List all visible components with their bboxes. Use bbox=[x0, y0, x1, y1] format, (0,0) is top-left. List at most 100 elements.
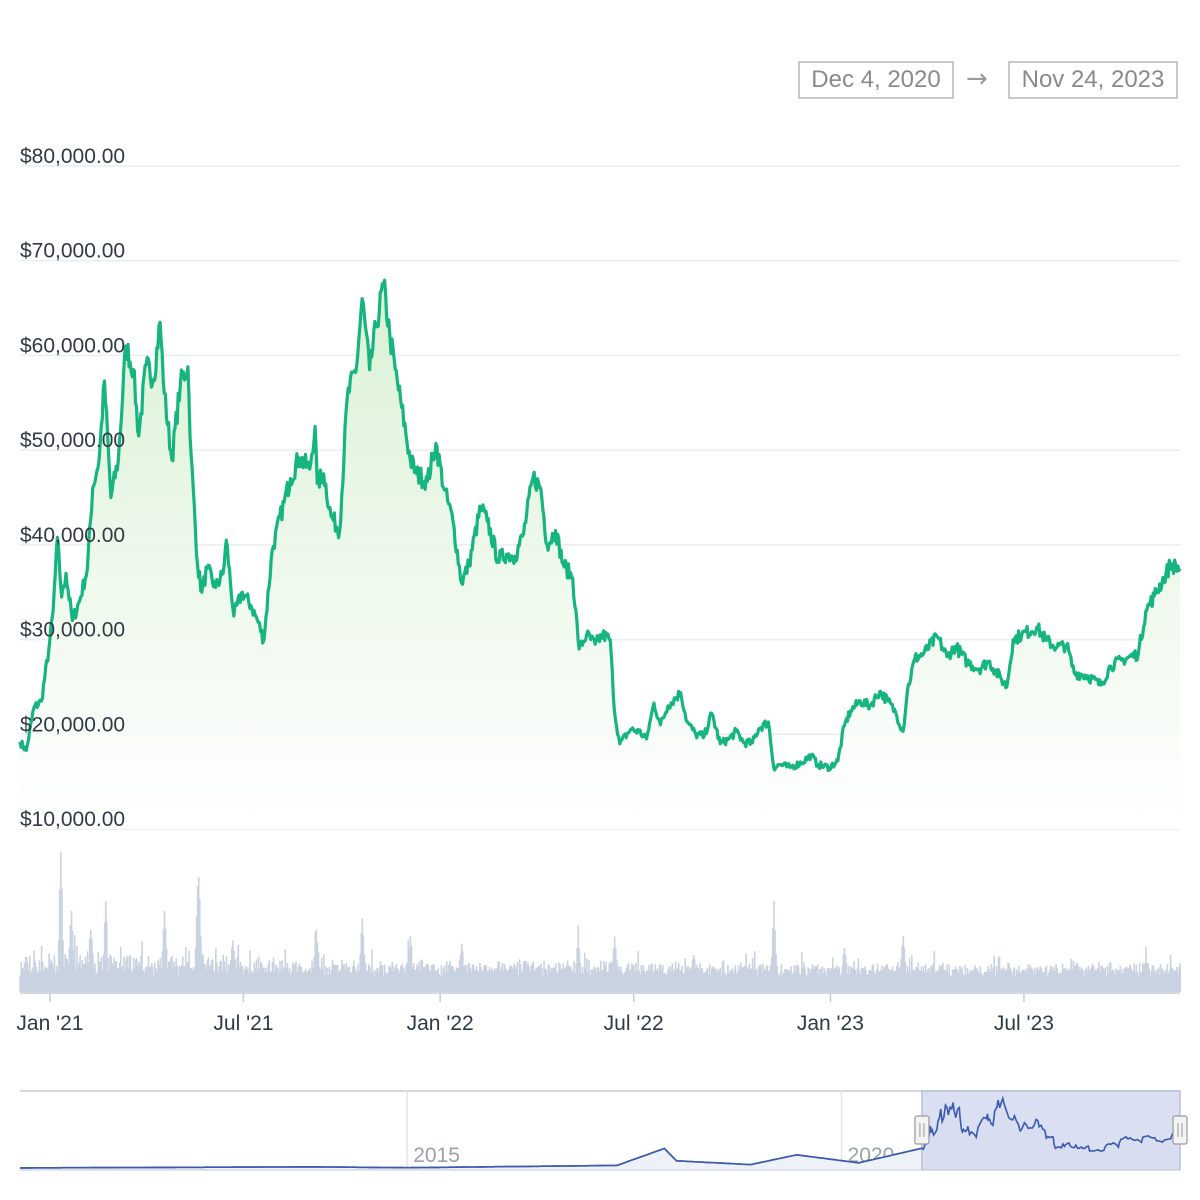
volume-bar bbox=[940, 965, 943, 992]
volume-bar bbox=[195, 916, 198, 992]
volume-bar bbox=[1077, 968, 1080, 992]
volume-bar bbox=[1020, 973, 1022, 992]
navigator-handle-right[interactable] bbox=[1172, 1115, 1188, 1145]
volume-bar bbox=[494, 968, 496, 992]
volume-bar bbox=[1109, 963, 1112, 992]
volume-bar bbox=[596, 967, 599, 992]
volume-bar bbox=[403, 968, 405, 992]
volume-bar bbox=[1039, 966, 1041, 992]
volume-bar bbox=[1113, 970, 1115, 992]
volume-bar bbox=[808, 968, 811, 992]
volume-bar bbox=[1041, 971, 1044, 992]
volume-bar bbox=[186, 964, 188, 992]
volume-bar bbox=[630, 963, 633, 992]
volume-bar bbox=[209, 965, 212, 992]
navigator[interactable]: 2015 2020 bbox=[20, 1090, 1188, 1171]
volume-bar bbox=[1060, 974, 1063, 992]
volume-bar bbox=[1042, 971, 1045, 992]
volume-bar bbox=[586, 958, 588, 992]
volume-bar bbox=[715, 968, 717, 992]
range-to-input[interactable]: Nov 24, 2023 bbox=[1008, 61, 1178, 99]
volume-bar bbox=[902, 936, 905, 992]
volume-bar bbox=[471, 964, 474, 992]
volume-bar bbox=[288, 967, 291, 992]
volume-bar bbox=[752, 969, 755, 992]
volume-bar bbox=[919, 970, 922, 992]
volume-bar bbox=[36, 973, 39, 992]
volume-bar bbox=[975, 968, 977, 992]
volume-bar bbox=[35, 966, 38, 992]
volume-bar bbox=[965, 974, 968, 992]
volume-bar bbox=[118, 962, 121, 992]
volume-bar bbox=[550, 967, 553, 992]
volume-bar bbox=[613, 936, 616, 992]
volume-bar bbox=[741, 966, 743, 992]
volume-bar bbox=[189, 968, 191, 992]
volume-bar bbox=[47, 967, 49, 992]
volume-bar bbox=[1151, 965, 1154, 992]
volume-bar bbox=[215, 948, 217, 992]
volume-bar bbox=[365, 970, 368, 992]
navigator-handle-left[interactable] bbox=[914, 1115, 930, 1145]
volume-bar bbox=[535, 967, 538, 992]
volume-bar bbox=[76, 945, 78, 992]
volume-bar bbox=[928, 968, 930, 992]
volume-bar bbox=[280, 969, 282, 992]
volume-bar bbox=[1015, 969, 1018, 992]
navigator-selection[interactable] bbox=[921, 1090, 1181, 1171]
volume-bar bbox=[708, 964, 711, 992]
volume-bar bbox=[815, 966, 818, 992]
volume-bar bbox=[745, 953, 747, 992]
volume-bar bbox=[699, 963, 701, 992]
volume-bar bbox=[298, 963, 301, 992]
volume-bar bbox=[274, 964, 277, 992]
volume-bar bbox=[513, 963, 515, 992]
volume-bar bbox=[691, 959, 694, 992]
volume-bar bbox=[954, 966, 957, 992]
volume-bar bbox=[764, 970, 767, 992]
volume-bar bbox=[917, 962, 920, 992]
volume-bar bbox=[901, 945, 904, 992]
volume-bar bbox=[918, 970, 921, 992]
volume-bar bbox=[364, 963, 367, 992]
volume-bar bbox=[695, 968, 697, 992]
volume-bar bbox=[1116, 969, 1118, 992]
volume-bar bbox=[990, 964, 992, 992]
volume-bar bbox=[602, 969, 604, 992]
volume-bar bbox=[336, 965, 339, 992]
volume-bar bbox=[1100, 966, 1102, 992]
volume-bar bbox=[211, 959, 214, 992]
volume-bar bbox=[801, 968, 804, 992]
volume-bar bbox=[1099, 971, 1101, 992]
volume-bar bbox=[998, 956, 1001, 992]
volume-bar bbox=[1177, 973, 1179, 992]
volume-bar bbox=[401, 963, 403, 992]
volume-bar bbox=[1139, 972, 1142, 992]
volume-bar bbox=[242, 973, 245, 992]
volume-bar bbox=[1071, 969, 1074, 992]
volume-bar bbox=[146, 969, 149, 992]
volume-bar bbox=[178, 965, 181, 992]
volume-bar bbox=[391, 961, 394, 992]
volume-bar bbox=[379, 961, 382, 992]
volume-bar bbox=[903, 947, 906, 992]
volume-bar bbox=[140, 955, 142, 992]
x-tick-label: Jul '21 bbox=[213, 1012, 273, 1035]
volume-bar bbox=[618, 966, 620, 992]
volume-bar bbox=[748, 963, 751, 992]
volume-bar bbox=[1001, 969, 1004, 992]
volume-bar bbox=[860, 967, 863, 992]
volume-bar bbox=[424, 966, 427, 992]
volume-bar bbox=[372, 970, 374, 992]
volume-bar bbox=[172, 967, 174, 992]
volume-bar bbox=[499, 971, 502, 992]
volume-bar bbox=[421, 960, 423, 992]
volume-bar bbox=[1093, 971, 1096, 992]
volume-bar bbox=[320, 957, 323, 992]
volume-bar bbox=[875, 969, 878, 992]
volume-bar bbox=[865, 969, 867, 992]
volume-bar bbox=[332, 964, 335, 992]
volume-bar bbox=[58, 889, 61, 992]
range-from-input[interactable]: Dec 4, 2020 bbox=[798, 61, 954, 99]
volume-bar bbox=[128, 955, 131, 992]
